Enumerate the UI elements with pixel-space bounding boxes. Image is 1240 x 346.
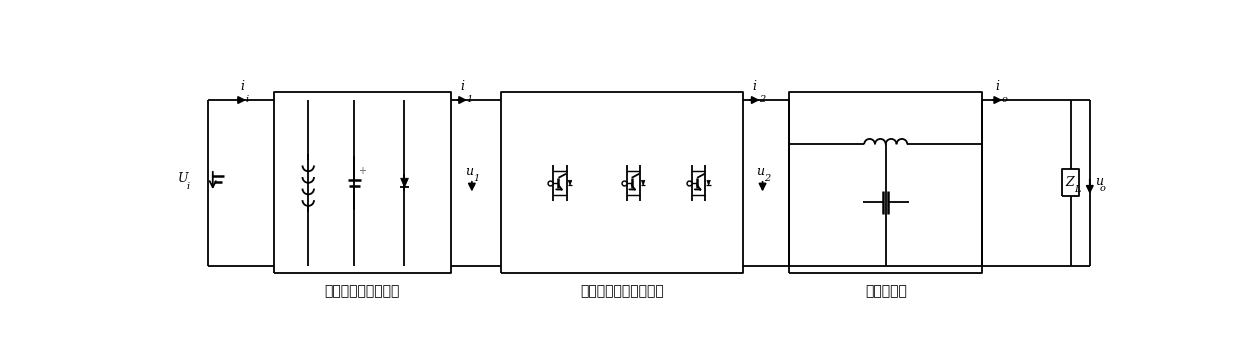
Text: Z: Z — [1065, 175, 1074, 189]
Text: +: + — [358, 166, 366, 176]
Polygon shape — [401, 178, 408, 188]
Text: i: i — [186, 182, 190, 191]
Polygon shape — [641, 180, 645, 185]
Text: 磁集成开关感容网络: 磁集成开关感容网络 — [325, 284, 399, 298]
Text: o: o — [1100, 184, 1105, 193]
Text: 1: 1 — [474, 174, 480, 183]
Polygon shape — [568, 180, 572, 185]
Text: 1: 1 — [466, 95, 472, 104]
Text: u: u — [1095, 175, 1104, 188]
Text: L: L — [1074, 185, 1081, 194]
Text: i: i — [460, 80, 464, 93]
Text: i: i — [753, 80, 756, 93]
Text: 2: 2 — [765, 174, 771, 183]
Text: u: u — [756, 165, 764, 178]
Text: o: o — [1002, 95, 1008, 104]
Text: u: u — [465, 165, 474, 178]
Polygon shape — [707, 180, 711, 185]
Text: i: i — [996, 80, 999, 93]
Text: 单相高频组合调制开关: 单相高频组合调制开关 — [580, 284, 663, 298]
Text: i: i — [241, 80, 244, 93]
Text: i: i — [246, 95, 249, 104]
Text: 单相滤波器: 单相滤波器 — [864, 284, 906, 298]
Text: U: U — [177, 172, 188, 185]
Text: 2: 2 — [759, 95, 765, 104]
